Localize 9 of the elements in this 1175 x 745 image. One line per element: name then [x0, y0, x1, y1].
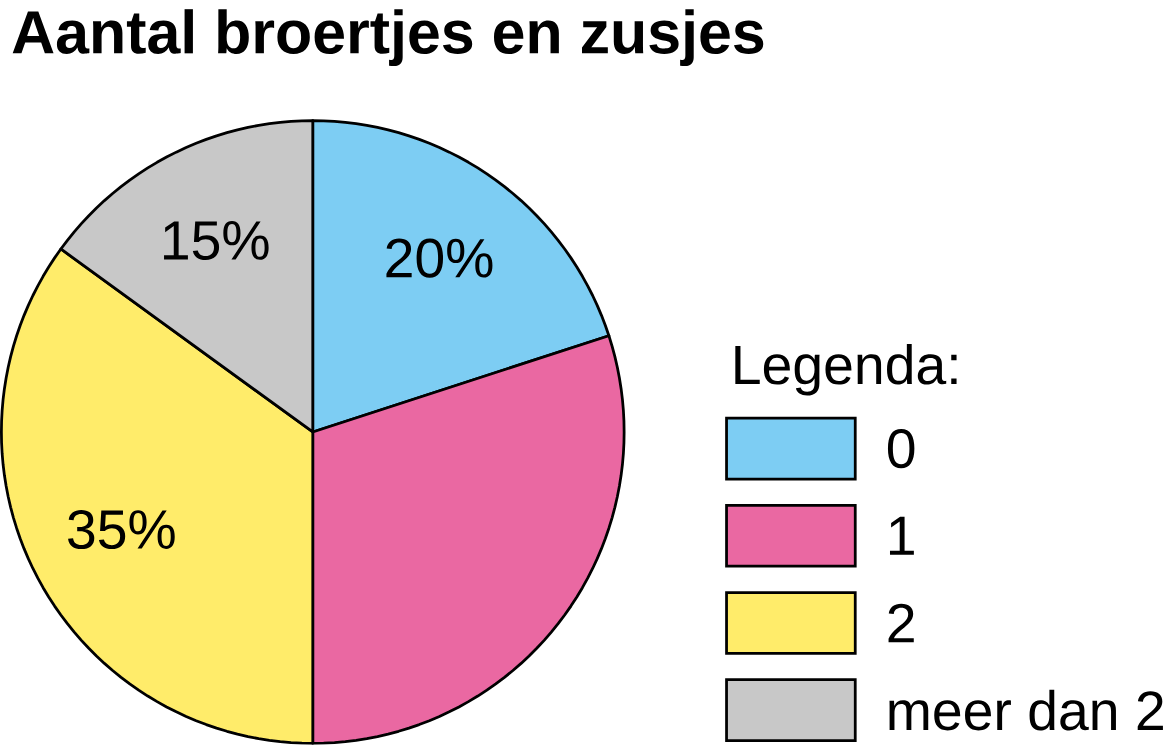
legend-label: 2 [888, 603, 914, 643]
legend-label: 0 [887, 429, 915, 469]
legend-label: meer dan 2 [889, 689, 1163, 731]
data-label: 15% [164, 221, 269, 261]
legend-label: 1 [889, 516, 914, 555]
legend-title: Legenda: [735, 344, 957, 396]
data-label: 35% [68, 510, 175, 550]
data-label: 20% [386, 238, 493, 278]
chart-title: Aantal broertjes en zusjes [12, 9, 764, 67]
